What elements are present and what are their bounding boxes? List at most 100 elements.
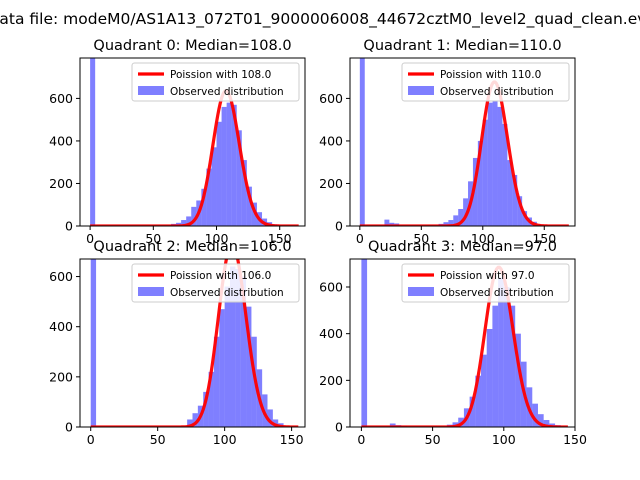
y-tick-label: 600	[49, 91, 73, 106]
histogram-bar	[236, 130, 242, 226]
legend-label: Observed distribution	[440, 86, 554, 98]
histogram-bar	[216, 121, 222, 226]
histogram-bar	[487, 102, 493, 226]
x-tick-label: 50	[413, 231, 429, 246]
x-tick-label: 150	[532, 231, 556, 246]
histogram-bar	[221, 106, 227, 226]
axes-frame	[349, 57, 576, 227]
x-tick-label: 150	[280, 432, 304, 447]
y-tick-label: 0	[65, 219, 73, 234]
histogram-bar	[497, 106, 503, 226]
histogram-bar	[186, 216, 192, 226]
histogram-bar	[231, 104, 237, 226]
plot-area	[89, 58, 300, 226]
subplot-title: Quadrant 0: Median=108.0	[93, 38, 291, 54]
histogram-bar	[191, 206, 197, 226]
y-tick-label: 200	[49, 369, 73, 384]
legend-label: Observed distribution	[170, 287, 284, 299]
x-tick-label: 0	[87, 432, 95, 447]
histogram-bar	[90, 259, 97, 427]
legend: Poission with 97.0 Observed distribution	[401, 263, 570, 303]
histogram-bar	[240, 276, 247, 427]
x-tick-label: 0	[357, 432, 365, 447]
histogram-bar	[458, 208, 464, 226]
subplot-grid: Quadrant 0: Median=108.0 0 50 100 150 0 200 400…	[49, 38, 587, 447]
histogram-bar	[203, 391, 209, 427]
y-tick-label: 400	[319, 326, 343, 341]
histogram-bar	[206, 168, 212, 226]
histogram-bar	[532, 403, 538, 427]
poisson-curve	[359, 80, 570, 226]
x-tick-label: 100	[492, 432, 516, 447]
histogram-bar	[448, 220, 454, 226]
y-tick-label: 600	[319, 280, 343, 295]
x-tick-label: 50	[150, 432, 166, 447]
figure-suptitle: Data file: modeM0/AS1A13_072T01_90000060…	[0, 10, 640, 29]
legend-bar-swatch	[408, 287, 434, 296]
legend-box	[401, 62, 570, 102]
histogram-bar	[359, 58, 365, 226]
x-tick-label: 100	[213, 432, 237, 447]
histogram-bar	[522, 211, 528, 226]
legend: Poission with 110.0 Observed distribution	[401, 62, 570, 102]
y-tick-label: 200	[319, 373, 343, 388]
histogram-bar	[498, 277, 504, 427]
histogram-bar	[181, 220, 187, 226]
x-tick-label: 50	[145, 231, 161, 246]
subplot-quadrant-3: Quadrant 3: Median=97.0 0 50 100 150 0 200 400 6…	[319, 239, 587, 447]
legend-label: Observed distribution	[170, 86, 284, 98]
histogram-bar	[515, 333, 521, 427]
legend-label: Observed distribution	[440, 287, 554, 299]
x-tick-label: 0	[356, 231, 364, 246]
histogram-bar	[201, 188, 207, 226]
histogram-bar	[213, 336, 220, 427]
histogram-bar	[208, 371, 214, 427]
legend-box	[131, 263, 300, 303]
histogram-bar	[509, 305, 516, 427]
histogram-bar	[453, 215, 459, 226]
x-tick-label: 150	[563, 432, 587, 447]
histogram-bar	[492, 100, 498, 226]
legend: Poission with 108.0 Observed distribution	[131, 62, 300, 102]
y-tick-label: 400	[49, 319, 73, 334]
histogram-bar	[361, 259, 368, 427]
histogram-bar	[226, 102, 232, 226]
histogram-bar	[492, 305, 499, 427]
legend: Poission with 106.0 Observed distribution	[131, 263, 300, 303]
y-tick-label: 200	[49, 176, 73, 191]
y-tick-label: 600	[49, 269, 73, 284]
subplot-quadrant-0: Quadrant 0: Median=108.0 0 50 100 150 0 200 400…	[49, 38, 306, 246]
legend-box	[401, 263, 570, 303]
y-tick-label: 0	[335, 219, 343, 234]
axes-frame	[79, 258, 306, 428]
legend-label: Poission with 108.0	[170, 69, 271, 81]
legend-label: Poission with 106.0	[170, 270, 271, 282]
y-tick-label: 0	[335, 420, 343, 435]
histogram-bar	[503, 287, 510, 427]
histogram-bar	[187, 419, 193, 427]
poisson-curve	[90, 259, 299, 427]
histogram-bar	[481, 354, 487, 427]
y-tick-label: 400	[319, 133, 343, 148]
histogram-bar	[267, 409, 273, 427]
y-tick-label: 400	[49, 133, 73, 148]
x-tick-label: 150	[268, 231, 292, 246]
histogram-bar	[246, 306, 252, 427]
histogram-bar	[486, 329, 493, 427]
histogram-bar	[389, 423, 396, 427]
legend-box	[131, 62, 300, 102]
x-tick-label: 50	[425, 432, 441, 447]
subplot-quadrant-2: Quadrant 2: Median=106.0 0 50 100 150 0 200 400…	[49, 239, 306, 447]
legend-bar-swatch	[408, 86, 434, 95]
x-tick-label: 0	[86, 231, 94, 246]
histogram-bar	[235, 269, 241, 427]
histogram-bar	[517, 196, 523, 226]
legend-label: Poission with 110.0	[440, 69, 541, 81]
subplot-title: Quadrant 1: Median=110.0	[363, 38, 561, 54]
y-tick-label: 0	[65, 420, 73, 435]
axes-frame	[349, 258, 576, 428]
histogram-bar	[224, 286, 230, 427]
axes-frame	[79, 57, 306, 227]
histogram-bar	[211, 147, 217, 226]
